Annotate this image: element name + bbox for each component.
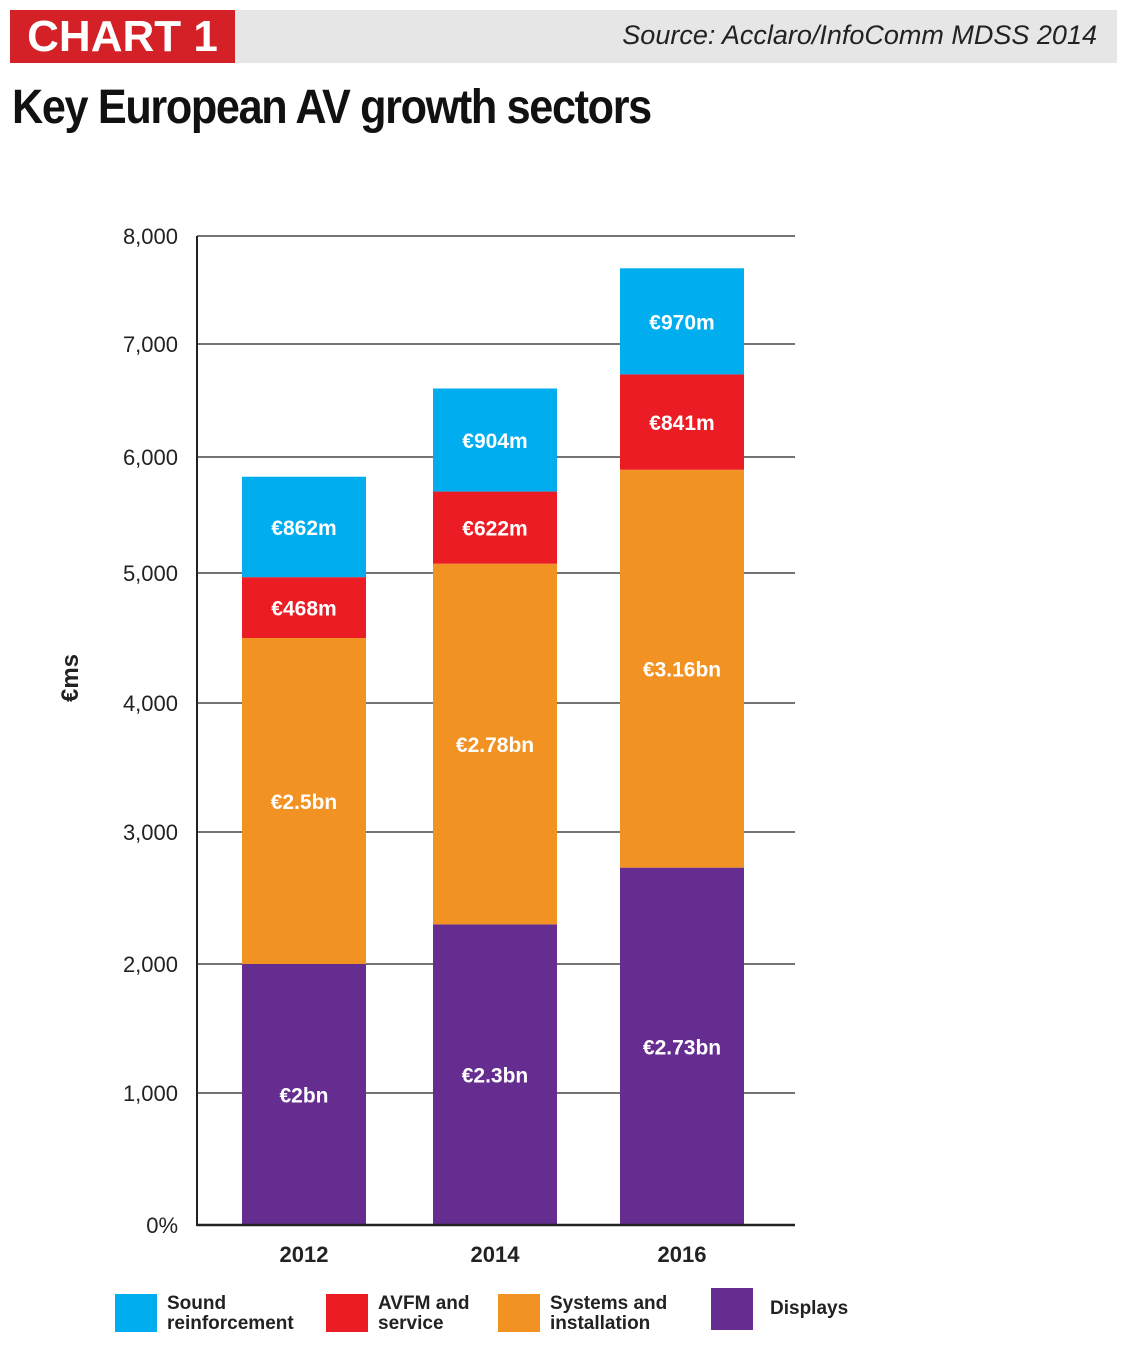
data-label: €2.78bn: [456, 734, 534, 757]
bar-segment: [242, 476, 366, 578]
legend-swatch: [498, 1294, 540, 1332]
y-axis-label: €ms: [57, 654, 84, 702]
bar-segment: [242, 638, 366, 964]
legend-label: Displays: [770, 1298, 848, 1319]
legend-label: installation: [550, 1313, 650, 1334]
y-tick-label: 7,000: [123, 332, 178, 357]
legend-label: reinforcement: [167, 1313, 294, 1334]
x-tick-label: 2016: [658, 1242, 707, 1267]
x-tick-label: 2012: [280, 1242, 329, 1267]
chart-title: Key European AV growth sectors: [12, 81, 652, 134]
data-label: €841m: [649, 412, 714, 435]
legend-label: AVFM and: [378, 1293, 469, 1314]
y-tick-label: 6,000: [123, 445, 178, 470]
data-label: €2.3bn: [462, 1065, 529, 1088]
x-tick-label: 2014: [471, 1242, 521, 1267]
data-label: €622m: [462, 518, 527, 541]
data-label: €862m: [271, 517, 336, 540]
y-tick-label: 3,000: [123, 820, 178, 845]
data-label: €468m: [271, 598, 336, 621]
y-tick-label: 4,000: [123, 691, 178, 716]
legend-swatch: [711, 1288, 753, 1330]
bar-segment: [620, 374, 744, 470]
bar-segment: [242, 577, 366, 638]
y-tick-label: 0%: [146, 1213, 178, 1238]
bar-segment: [620, 469, 744, 868]
legend-label: Systems and: [550, 1293, 667, 1314]
bar-segment: [433, 924, 557, 1225]
bar-segment: [433, 563, 557, 925]
bar-segment: [433, 491, 557, 564]
data-label: €2bn: [279, 1085, 328, 1108]
bar-segment: [620, 268, 744, 375]
data-label: €3.16bn: [643, 659, 721, 682]
data-label: €2.73bn: [643, 1036, 721, 1059]
data-label: €904m: [462, 430, 527, 453]
y-tick-label: 5,000: [123, 561, 178, 586]
bar-segment: [433, 388, 557, 492]
legend-swatch: [115, 1294, 157, 1332]
bar-segment: [242, 964, 366, 1225]
data-label: €970m: [649, 311, 714, 334]
y-tick-label: 8,000: [123, 224, 178, 249]
data-label: €2.5bn: [271, 791, 338, 814]
y-tick-label: 2,000: [123, 952, 178, 977]
legend-label: Sound: [167, 1293, 226, 1314]
legend-swatch: [326, 1294, 368, 1332]
bar-segment: [620, 867, 744, 1225]
chart-badge: CHART 1: [10, 10, 235, 63]
legend-label: service: [378, 1313, 444, 1334]
source-note: Source: Acclaro/InfoComm MDSS 2014: [622, 20, 1097, 50]
y-tick-label: 1,000: [123, 1081, 178, 1106]
